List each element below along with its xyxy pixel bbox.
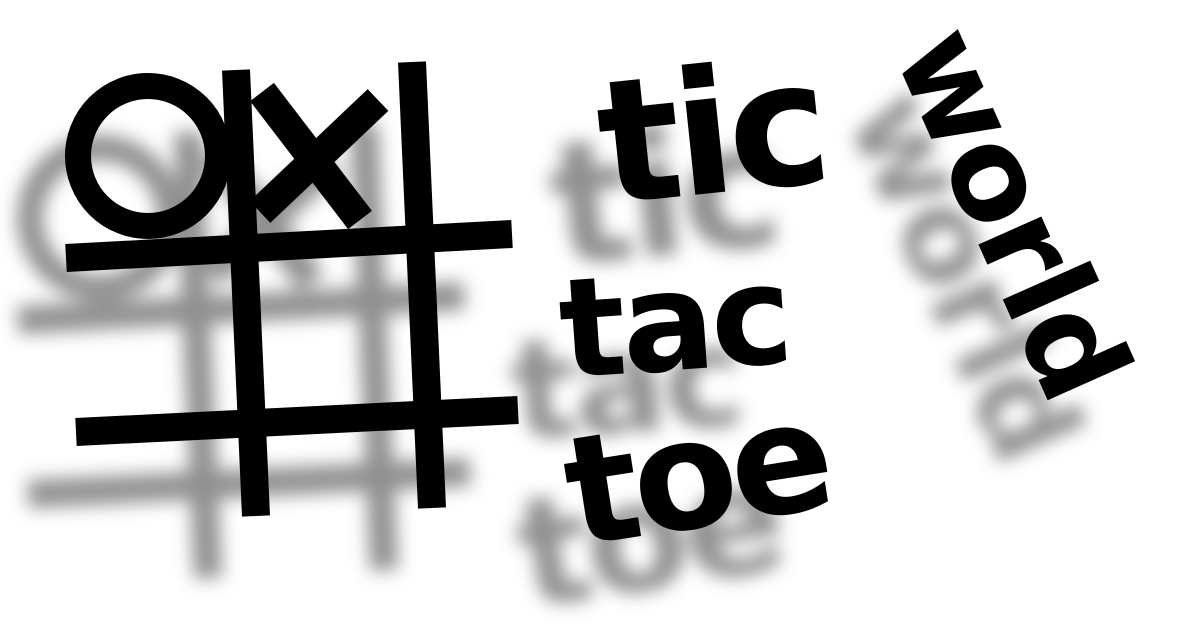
o-mark-icon [65,73,231,239]
grid-line-vertical-right [398,61,446,509]
logo-word-toe: toe [552,366,840,582]
x-mark-icon [249,82,389,230]
logo-word-tic: tic [588,21,834,245]
grid-line-horizontal-top [65,220,513,272]
grid-line-vertical-left [222,69,270,517]
grid-line-horizontal-bottom [75,396,519,446]
